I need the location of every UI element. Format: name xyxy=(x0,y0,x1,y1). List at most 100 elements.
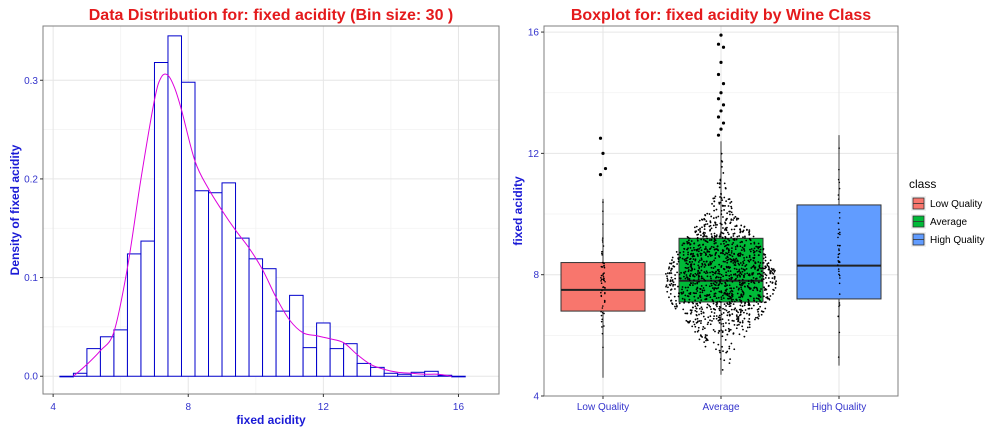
data-point xyxy=(710,239,713,241)
data-point xyxy=(740,267,743,270)
data-point xyxy=(757,308,760,310)
data-point xyxy=(729,296,732,298)
data-point xyxy=(718,316,721,319)
data-point xyxy=(697,297,700,299)
data-point xyxy=(687,295,690,298)
data-point xyxy=(772,272,775,275)
data-point xyxy=(740,240,743,243)
data-point xyxy=(721,236,724,239)
data-point xyxy=(706,306,708,309)
data-point xyxy=(732,258,735,261)
data-point xyxy=(679,277,682,280)
data-point xyxy=(762,247,765,250)
data-point xyxy=(759,262,762,264)
data-point xyxy=(741,264,744,267)
data-point xyxy=(720,296,723,299)
data-point xyxy=(724,338,727,341)
data-point xyxy=(738,274,740,276)
data-point xyxy=(738,323,740,326)
data-point xyxy=(692,258,695,261)
data-point xyxy=(684,286,687,289)
data-point xyxy=(717,296,720,299)
data-point xyxy=(669,299,672,302)
data-point xyxy=(716,248,719,251)
data-point xyxy=(727,270,730,272)
data-point xyxy=(753,286,756,289)
data-point xyxy=(670,282,673,285)
data-point xyxy=(838,331,841,334)
data-point xyxy=(740,299,743,302)
data-point xyxy=(711,236,714,239)
data-point xyxy=(713,237,716,239)
data-point xyxy=(669,262,671,265)
data-point xyxy=(698,272,701,275)
data-point xyxy=(716,245,719,248)
histogram-y-ticks: 0.0 0.1 0.2 0.3 xyxy=(24,76,43,383)
data-point xyxy=(739,231,742,234)
data-point xyxy=(723,292,725,295)
histogram-bar xyxy=(180,81,196,377)
data-point xyxy=(721,345,723,348)
outlier-point xyxy=(598,173,603,177)
data-point xyxy=(750,267,753,269)
data-point xyxy=(742,236,744,239)
y-tick-label: 0.0 xyxy=(24,372,38,383)
data-point xyxy=(837,256,839,258)
data-point xyxy=(740,286,742,289)
data-point xyxy=(682,254,685,256)
data-point xyxy=(689,258,691,261)
data-point xyxy=(602,201,604,203)
data-point xyxy=(691,267,694,270)
data-point xyxy=(706,249,709,251)
data-point xyxy=(670,262,673,265)
data-point xyxy=(687,239,690,242)
data-point xyxy=(702,311,705,314)
data-point xyxy=(743,259,746,262)
data-point xyxy=(747,282,750,285)
data-point xyxy=(738,279,741,282)
data-point xyxy=(692,255,695,258)
data-point xyxy=(745,256,748,259)
data-point xyxy=(738,333,741,336)
data-point xyxy=(732,219,735,221)
y-tick-label: 8 xyxy=(533,270,539,281)
data-point xyxy=(726,259,729,262)
data-point xyxy=(602,346,604,349)
data-point xyxy=(741,284,743,287)
data-point xyxy=(684,277,687,280)
data-point xyxy=(674,283,676,286)
data-point xyxy=(601,252,603,255)
legend-items: Low Quality Average High Quality xyxy=(911,196,984,247)
data-point xyxy=(749,295,752,298)
data-point xyxy=(718,349,721,352)
data-point xyxy=(725,271,728,274)
data-point xyxy=(729,270,732,273)
data-point xyxy=(713,240,716,243)
data-point xyxy=(697,264,700,267)
data-point xyxy=(683,258,686,261)
data-point xyxy=(738,268,741,271)
data-point xyxy=(735,238,738,241)
data-point xyxy=(683,298,686,301)
data-point xyxy=(742,328,744,331)
data-point xyxy=(727,266,730,268)
data-point xyxy=(760,288,762,290)
data-point xyxy=(694,318,697,321)
data-point xyxy=(720,209,723,212)
data-point xyxy=(680,291,683,294)
data-point xyxy=(724,329,727,332)
data-point xyxy=(737,318,740,320)
data-point xyxy=(718,283,720,286)
data-point xyxy=(716,301,719,303)
data-point xyxy=(750,307,753,310)
data-point xyxy=(752,235,755,238)
data-point xyxy=(710,290,712,293)
data-point xyxy=(725,309,728,312)
data-point xyxy=(721,369,724,371)
data-point xyxy=(743,276,745,279)
data-point xyxy=(741,295,744,298)
data-point xyxy=(729,221,732,224)
data-point xyxy=(771,272,774,274)
data-point xyxy=(734,225,737,228)
data-point xyxy=(757,254,760,256)
